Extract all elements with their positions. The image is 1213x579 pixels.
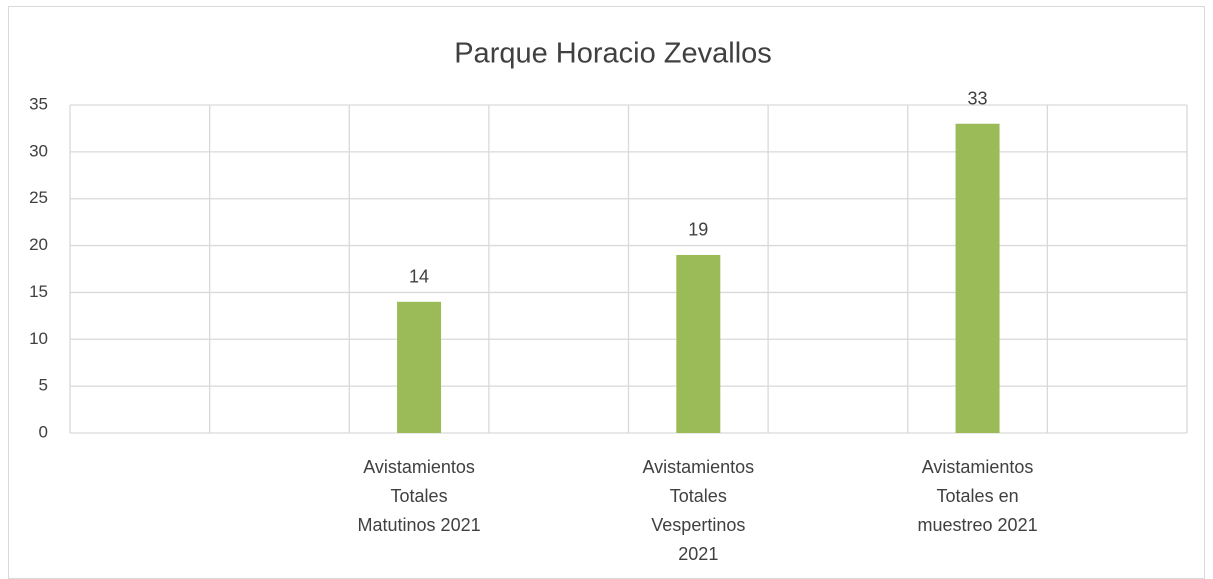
y-tick-label: 30 (29, 141, 48, 160)
y-tick-label: 0 (39, 422, 48, 441)
bar (676, 254, 721, 433)
x-tick-label: Avistamientos Totales Matutinos 2021 (357, 457, 481, 535)
bar (397, 301, 442, 433)
y-tick-label: 15 (29, 282, 48, 301)
y-tick-label: 25 (29, 188, 48, 207)
y-tick-label: 35 (29, 94, 48, 113)
data-label: 19 (688, 220, 708, 240)
data-label: 14 (409, 267, 429, 287)
data-label: 33 (968, 88, 988, 108)
y-tick-label: 10 (29, 329, 48, 348)
y-tick-label: 5 (39, 376, 48, 395)
y-tick-label: 20 (29, 235, 48, 254)
x-tick-label: Avistamientos Totales Vespertinos 2021 (642, 457, 755, 564)
x-tick-label: Avistamientos Totales en muestreo 2021 (917, 457, 1038, 535)
bar (955, 123, 1000, 433)
chart-title: Parque Horacio Zevallos (454, 38, 772, 70)
